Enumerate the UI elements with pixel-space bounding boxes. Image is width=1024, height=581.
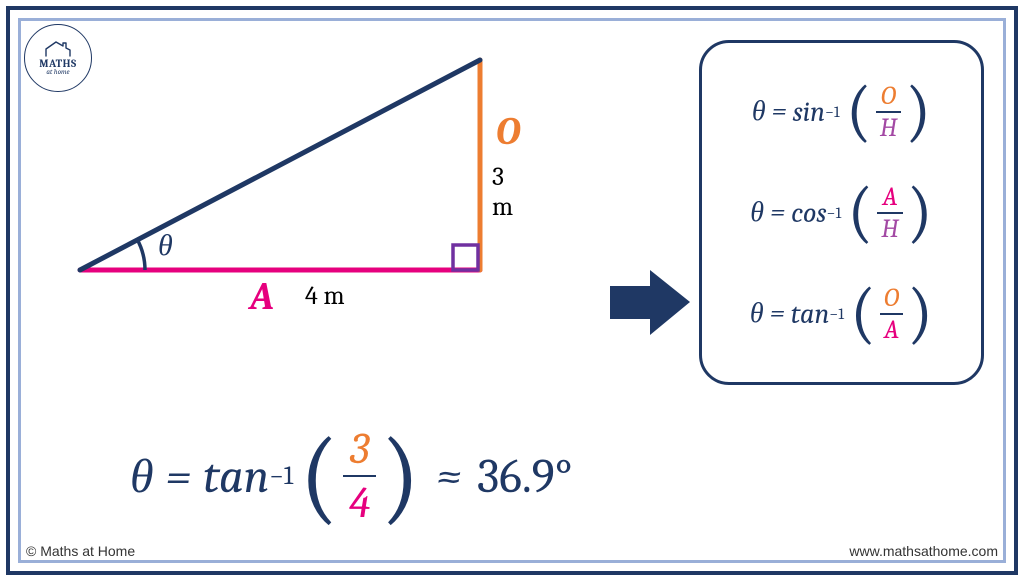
frac-num-O: O <box>877 81 900 111</box>
footer-url: www.mathsathome.com <box>849 543 998 559</box>
angle-arc <box>137 239 145 270</box>
theta-symbol: θ <box>752 95 766 127</box>
frac-den-H: H <box>876 113 902 143</box>
inverse-sup: −1 <box>269 461 293 491</box>
house-icon <box>44 40 72 58</box>
main-equation: θ = tan−1 ( 3 4 ) ≈ 36.9° <box>130 423 573 529</box>
result-value: 36.9° <box>477 449 573 504</box>
footer-copyright: © Maths at Home <box>26 543 135 559</box>
tan-text: tan <box>791 298 830 330</box>
sin-text: sin <box>793 96 825 128</box>
paren-group: ( A H ) <box>847 182 932 244</box>
adjacent-value: 4 m <box>305 281 345 311</box>
frac-den-4: 4 <box>343 477 377 529</box>
formula-sin: θ = sin−1 ( O H ) <box>712 81 971 143</box>
arrow-icon <box>610 270 690 335</box>
adjacent-label: A <box>250 275 273 319</box>
paren-group: ( O A ) <box>850 283 933 345</box>
equals-symbol: = <box>770 196 785 228</box>
formula-box: θ = sin−1 ( O H ) θ = cos−1 ( A H ) θ = … <box>699 40 984 385</box>
frac-num-A: A <box>878 182 901 212</box>
inverse-sup: −1 <box>825 103 840 121</box>
paren-group: ( 3 4 ) <box>299 423 420 529</box>
approx-symbol: ≈ <box>436 449 461 504</box>
theta-symbol: θ <box>750 196 764 228</box>
equals-symbol: = <box>166 449 192 504</box>
theta-symbol: θ <box>130 449 154 504</box>
cos-text: cos <box>791 197 827 229</box>
right-angle-icon <box>453 245 478 270</box>
logo-subtext: at home <box>46 69 69 76</box>
formula-cos: θ = cos−1 ( A H ) <box>712 182 971 244</box>
inverse-sup: −1 <box>827 204 842 222</box>
opposite-value: 3 m <box>492 162 520 222</box>
tan-text: tan <box>203 449 269 504</box>
frac-den-H: H <box>877 214 903 244</box>
theta-symbol: θ <box>750 297 764 329</box>
paren-group: ( O H ) <box>846 81 931 143</box>
logo: MATHS at home <box>24 24 92 92</box>
frac-den-A: A <box>880 315 903 345</box>
theta-label: θ <box>158 228 173 263</box>
hypotenuse-side <box>80 60 480 270</box>
frac-num-3: 3 <box>344 423 375 475</box>
frac-num-O: O <box>880 283 903 313</box>
inverse-sup: −1 <box>829 305 844 323</box>
equals-symbol: = <box>772 95 787 127</box>
equals-symbol: = <box>770 297 785 329</box>
triangle-diagram: θ O 3 m A 4 m <box>60 40 520 300</box>
opposite-label: O <box>496 110 521 154</box>
formula-tan: θ = tan−1 ( O A ) <box>712 283 971 345</box>
